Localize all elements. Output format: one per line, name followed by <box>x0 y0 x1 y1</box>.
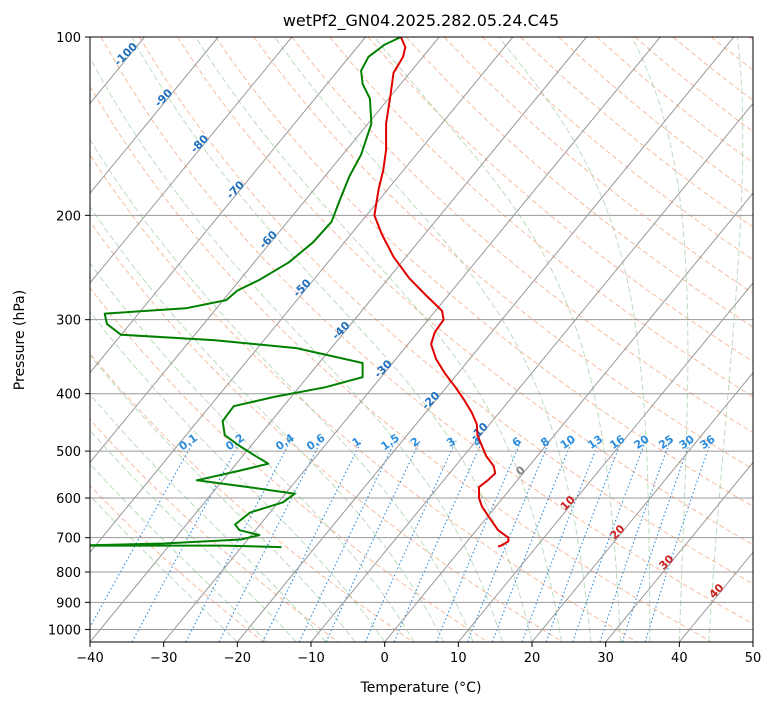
x-axis-ticks: −40 −30 −20 −10 0 10 20 30 40 50 <box>76 642 761 666</box>
dewpoint-profile-line <box>90 37 402 549</box>
isotherm-line <box>310 102 753 642</box>
x-tick-label: −10 <box>297 651 324 666</box>
dry-adiabat-line <box>367 37 753 363</box>
dry-adiabat-line <box>90 85 712 642</box>
x-tick-label: 40 <box>671 651 688 666</box>
moist-adiabat-line <box>498 37 651 642</box>
y-tick-label: 400 <box>56 388 81 403</box>
dry-adiabat-line <box>90 287 488 642</box>
y-tick-label: 800 <box>56 566 81 581</box>
moist-adiabat-line <box>708 37 744 642</box>
dry-adiabat-line <box>90 352 414 642</box>
y-tick-label: 600 <box>56 492 81 507</box>
x-tick-label: 30 <box>597 651 614 666</box>
isotherm-line <box>236 37 735 642</box>
dry-adiabat-line <box>253 37 753 470</box>
moist-adiabat-line <box>90 463 268 642</box>
dry-adiabat-line <box>90 418 339 642</box>
plot-frame <box>89 36 754 643</box>
mixing-ratio-lines <box>90 440 712 642</box>
x-tick-label: 20 <box>524 651 541 666</box>
mixing-ratio-line <box>393 440 484 642</box>
x-tick-label: 0 <box>381 651 389 666</box>
isotherm-gridlines <box>90 37 753 642</box>
mixing-ratio-line <box>262 440 363 642</box>
moist-adiabat-line <box>195 37 562 642</box>
moist-adiabat-line <box>90 56 503 642</box>
moist-adiabat-line <box>274 37 592 642</box>
moist-adiabats <box>90 37 744 642</box>
plot-area: -100-90-80-70-60-50-40-30-20-10010203040… <box>90 37 753 642</box>
isotherm-line <box>90 37 293 284</box>
y-tick-label: 200 <box>56 209 81 224</box>
moist-adiabat-line <box>90 393 327 642</box>
mixing-ratio-line <box>644 440 712 642</box>
isobar-gridlines <box>90 37 753 630</box>
x-tick-label: −40 <box>76 651 103 666</box>
isotherm-line <box>90 37 219 194</box>
dry-adiabat-line <box>443 37 753 294</box>
y-tick-label: 1000 <box>48 623 81 638</box>
moist-adiabat-line <box>631 37 689 642</box>
moist-adiabat-line <box>90 354 356 642</box>
moist-adiabat-line <box>90 205 445 642</box>
y-tick-label: 300 <box>56 314 81 329</box>
y-axis-ticks: 1000 900 800 700 600 500 400 300 200 100 <box>48 31 90 638</box>
dry-adiabat-line <box>138 37 753 585</box>
dry-adiabat-line <box>90 484 264 642</box>
isotherm-line <box>605 461 753 642</box>
temperature-profile-line <box>373 37 510 548</box>
mixing-ratio-line <box>90 440 195 629</box>
isotherm-line <box>457 282 753 642</box>
x-tick-label: −20 <box>224 651 251 666</box>
y-tick-label: 100 <box>56 31 81 46</box>
moist-adiabat-line <box>131 37 533 642</box>
mixing-ratio-line <box>435 440 522 642</box>
isotherm-line <box>90 37 587 642</box>
dry-adiabat-line <box>291 37 753 434</box>
x-tick-label: −30 <box>150 651 177 666</box>
dry-adiabat-line <box>329 37 753 398</box>
moist-adiabat-line <box>90 429 297 642</box>
dry-adiabat-line <box>176 37 753 546</box>
dry-adiabat-line <box>90 153 638 642</box>
isotherm-line <box>531 371 753 642</box>
y-tick-label: 500 <box>56 445 81 460</box>
isotherm-line <box>384 192 753 642</box>
dry-adiabat-line <box>90 220 563 642</box>
dry-adiabat-line <box>100 37 753 625</box>
x-tick-label: 10 <box>450 651 467 666</box>
isotherm-line <box>90 37 514 554</box>
mixing-ratio-line <box>545 440 623 642</box>
mixing-ratio-line <box>572 440 647 642</box>
y-tick-label: 700 <box>56 532 81 547</box>
y-axis-label: Pressure (hPa) <box>12 290 28 390</box>
isotherm-line <box>163 37 661 642</box>
dry-adiabats <box>90 37 753 642</box>
x-axis-label: Temperature (°C) <box>360 680 482 696</box>
moist-adiabat-line <box>374 37 621 642</box>
chart-title: wetPf2_GN04.2025.282.05.24.C45 <box>283 11 559 31</box>
mixing-ratio-line <box>364 440 457 642</box>
profiles <box>90 37 510 549</box>
mixing-ratio-line <box>131 440 242 642</box>
x-tick-label: 50 <box>745 651 762 666</box>
moist-adiabat-line <box>90 138 474 642</box>
y-tick-label: 900 <box>56 596 81 611</box>
isotherm-line <box>90 37 366 374</box>
dry-adiabat-line <box>405 37 753 328</box>
